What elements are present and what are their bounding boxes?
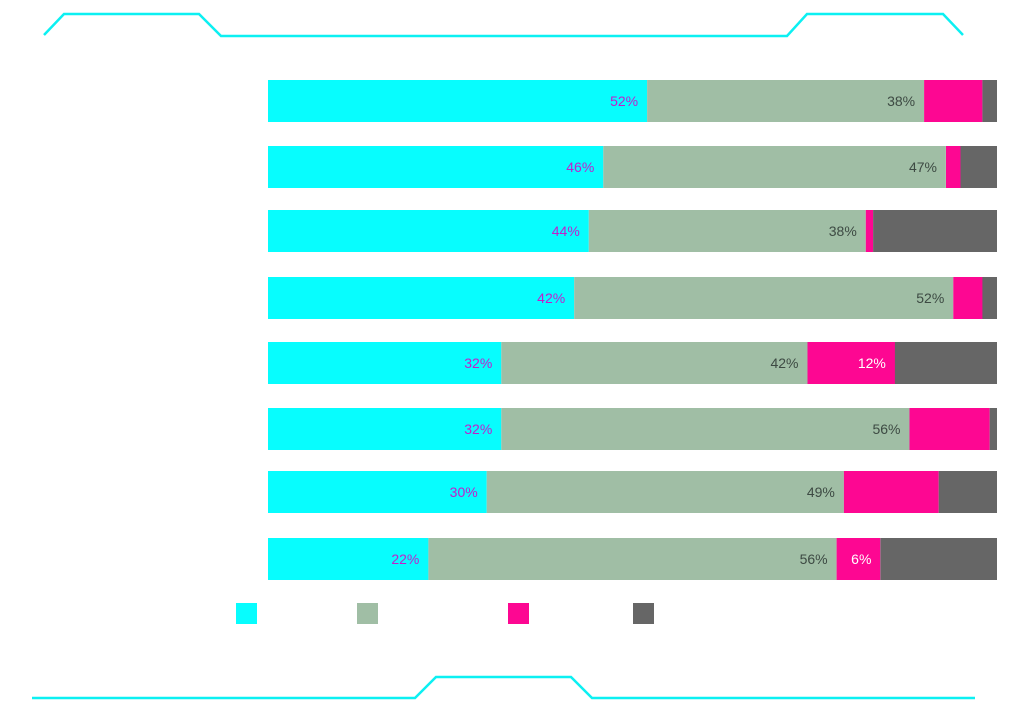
data-label-row-6-series-2: 56% (872, 421, 900, 437)
bar-segment-row-6-series-2 (501, 408, 910, 450)
data-label-row-5-series-2: 42% (770, 355, 798, 371)
bar-segment-row-1-series-4 (982, 80, 997, 122)
bar-segment-row-5-series-3 (807, 342, 895, 384)
bar-segment-row-2-series-3 (946, 146, 961, 188)
data-labels-group: 52% 38% 46% 47% 44% 38% 42% 52% 32% 42% 12% 32% 56% 3… (391, 93, 944, 567)
bar-segment-row-6-series-1 (268, 408, 502, 450)
legend-item-series-3 (508, 603, 537, 624)
data-label-row-3-series-2: 38% (829, 223, 857, 239)
bar-segment-row-8-series-4 (880, 538, 997, 580)
bar-segment-row-4-series-1 (268, 277, 575, 319)
bar-segment-row-3-series-2 (588, 210, 866, 252)
bar-segment-row-8-series-3 (836, 538, 881, 580)
legend-item-series-1 (236, 603, 265, 624)
data-label-row-8-series-3: 6% (851, 551, 871, 567)
data-label-row-3-series-1: 44% (552, 223, 580, 239)
legend-swatch-series-2 (357, 603, 378, 624)
bar-segment-row-2-series-4 (960, 146, 997, 188)
data-label-row-8-series-1: 22% (391, 551, 419, 567)
data-label-row-2-series-1: 46% (566, 159, 594, 175)
data-label-row-1-series-1: 52% (610, 93, 638, 109)
bar-segment-row-1-series-2 (647, 80, 925, 122)
bar-segment-row-5-series-2 (501, 342, 808, 384)
top-frame-line (43, 12, 964, 38)
data-label-row-1-series-2: 38% (887, 93, 915, 109)
legend-swatch-series-3 (508, 603, 529, 624)
bar-segment-row-5-series-4 (894, 342, 997, 384)
bar-segment-row-1-series-3 (924, 80, 983, 122)
bar-segment-row-8-series-2 (428, 538, 837, 580)
bar-segment-row-3-series-4 (873, 210, 997, 252)
bar-segment-row-7-series-4 (938, 471, 997, 513)
bar-segment-row-7-series-2 (486, 471, 844, 513)
bar-segment-row-7-series-3 (843, 471, 939, 513)
data-label-row-8-series-2: 56% (800, 551, 828, 567)
bar-segment-row-5-series-1 (268, 342, 502, 384)
legend-item-series-2 (357, 603, 386, 624)
bar-segment-row-4-series-2 (574, 277, 954, 319)
data-label-row-4-series-1: 42% (537, 290, 565, 306)
bars-group (268, 80, 997, 580)
bar-segment-row-2-series-2 (603, 146, 946, 188)
bar-segment-row-6-series-4 (989, 408, 997, 450)
data-label-row-6-series-1: 32% (464, 421, 492, 437)
bar-segment-row-2-series-1 (268, 146, 604, 188)
legend-item-series-4 (633, 603, 662, 624)
bar-segment-row-1-series-1 (268, 80, 648, 122)
bar-segment-row-3-series-1 (268, 210, 589, 252)
bar-segment-row-3-series-3 (865, 210, 874, 252)
data-label-row-7-series-2: 49% (807, 484, 835, 500)
data-label-row-5-series-1: 32% (464, 355, 492, 371)
bar-segment-row-4-series-4 (982, 277, 997, 319)
bar-segment-row-7-series-1 (268, 471, 487, 513)
data-label-row-5-series-3: 12% (858, 355, 886, 371)
legend-swatch-series-1 (236, 603, 257, 624)
bottom-frame-line (32, 675, 975, 700)
data-label-row-4-series-2: 52% (916, 290, 944, 306)
legend (236, 603, 736, 625)
bar-segment-row-8-series-1 (268, 538, 429, 580)
data-label-row-7-series-1: 30% (450, 484, 478, 500)
bar-segment-row-4-series-3 (953, 277, 983, 319)
data-label-row-2-series-2: 47% (909, 159, 937, 175)
legend-swatch-series-4 (633, 603, 654, 624)
bar-segment-row-6-series-3 (909, 408, 990, 450)
